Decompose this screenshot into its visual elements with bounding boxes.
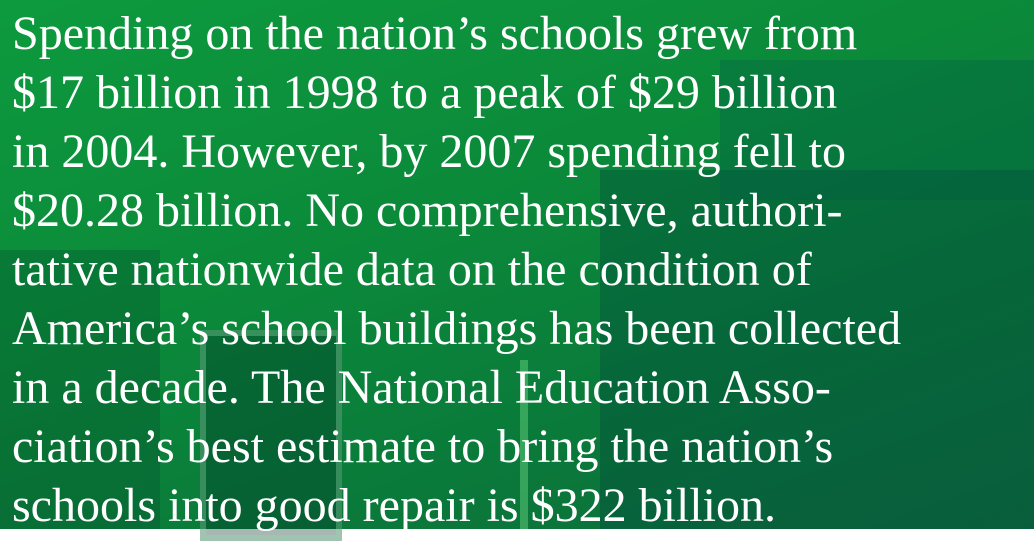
text-line: America’s school buildings has been coll…: [12, 299, 901, 358]
text-line: ciation’s best estimate to bring the nat…: [12, 417, 901, 476]
text-line: in a decade. The National Education Asso…: [12, 358, 901, 417]
text-line: $17 billion in 1998 to a peak of $29 bil…: [12, 63, 901, 122]
text-line: schools into good repair is $322 billion…: [12, 476, 901, 535]
page: Spending on the nation’s schools grew fr…: [0, 0, 1034, 529]
text-line: tative nationwide data on the condition …: [12, 240, 901, 299]
text-line: in 2004. However, by 2007 spending fell …: [12, 122, 901, 181]
paragraph: Spending on the nation’s schools grew fr…: [12, 4, 901, 535]
text-line: Spending on the nation’s schools grew fr…: [12, 4, 901, 63]
text-line: $20.28 billion. No comprehensive, author…: [12, 181, 901, 240]
